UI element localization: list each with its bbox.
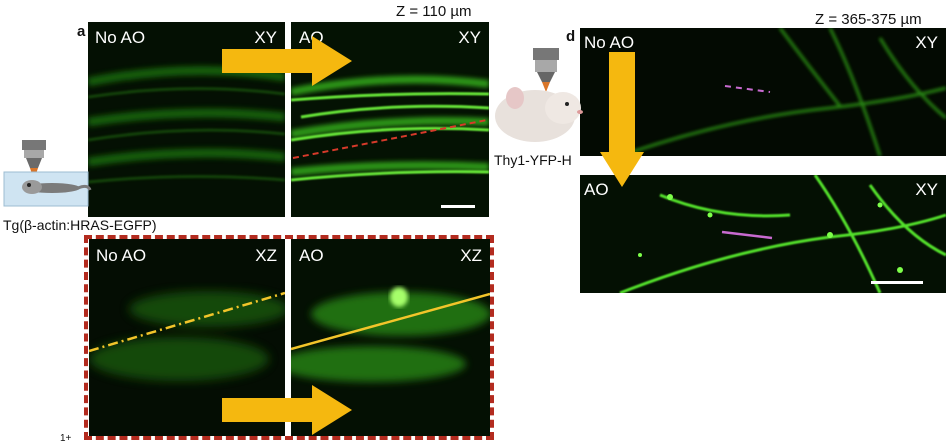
footnote: 1+ — [60, 433, 72, 444]
zebrafish-objective-icon — [3, 140, 92, 207]
panel-a-letter: a — [77, 23, 86, 40]
label-xz: XZ — [460, 246, 482, 265]
scale-bar — [441, 205, 475, 208]
label-no-ao: No AO — [584, 33, 635, 52]
scale-bar — [871, 281, 923, 284]
label-xy: XY — [915, 33, 938, 52]
mouse-label: Thy1-YFP-H — [494, 152, 572, 168]
image-d-no-ao: No AO XY — [580, 28, 946, 156]
xz-highlight-frame — [84, 235, 494, 440]
mouse-objective-icon — [495, 48, 583, 142]
label-ao: AO — [299, 246, 324, 265]
fluorescence-texture — [580, 175, 946, 293]
arrow-right-icon — [222, 385, 352, 435]
label-ao: AO — [584, 180, 609, 199]
arrow-down-icon — [600, 52, 644, 187]
panel-d-depth-label: Z = 365-375 µm — [815, 11, 922, 28]
label-xy: XY — [254, 28, 277, 47]
label-no-ao: No AO — [95, 28, 146, 47]
zebrafish-label: Tg(β-actin:HRAS-EGFP) — [3, 217, 157, 233]
label-xz: XZ — [255, 246, 277, 265]
panel-a-depth-label: Z = 110 µm — [396, 3, 472, 20]
fluorescence-texture — [580, 28, 946, 156]
label-xy: XY — [915, 180, 938, 199]
label-no-ao: No AO — [96, 246, 147, 265]
arrow-right-icon — [222, 36, 352, 86]
image-d-ao: AO XY — [580, 175, 946, 293]
panel-d-letter: d — [566, 28, 576, 45]
fluorescence-texture — [291, 22, 489, 217]
label-xy: XY — [458, 28, 481, 47]
